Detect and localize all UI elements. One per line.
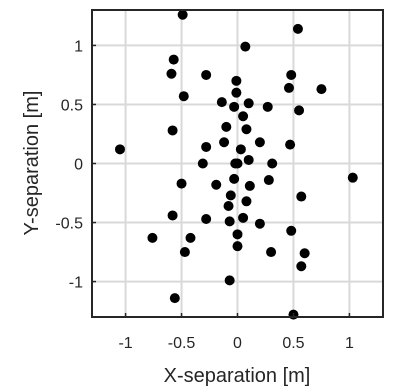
x-tick-label: -1	[118, 335, 132, 352]
data-point	[240, 41, 251, 52]
data-point	[231, 87, 242, 98]
data-point	[241, 124, 252, 135]
data-point	[283, 82, 294, 93]
data-point	[232, 158, 243, 169]
x-axis-label: X-separation [m]	[164, 365, 311, 387]
data-point	[243, 154, 254, 165]
data-point	[168, 54, 179, 65]
x-axis-ticks: -1 -0.5 0 0.5 1	[118, 313, 354, 352]
data-point	[241, 196, 252, 207]
y-tick-label: 1	[74, 38, 83, 55]
data-point	[197, 158, 208, 169]
data-point	[166, 68, 177, 79]
data-point	[176, 178, 187, 189]
data-point	[167, 125, 178, 136]
data-point	[238, 212, 249, 223]
data-point	[232, 241, 243, 252]
data-point	[299, 248, 310, 259]
data-point	[262, 101, 273, 112]
data-point	[231, 75, 242, 86]
y-tick-label: 0	[74, 157, 83, 174]
x-tick-label: 0.5	[282, 335, 304, 352]
data-point	[232, 229, 243, 240]
y-axis-label: Y-separation [m]	[21, 91, 43, 236]
data-point	[224, 216, 235, 227]
data-point	[238, 111, 249, 122]
data-point	[167, 210, 178, 221]
data-point	[263, 175, 274, 186]
data-point	[201, 213, 212, 224]
data-point	[292, 23, 303, 34]
data-point	[211, 179, 222, 190]
data-point	[296, 261, 307, 272]
data-point	[147, 232, 158, 243]
data-point	[294, 105, 305, 116]
data-point	[286, 225, 297, 236]
data-point	[229, 101, 240, 112]
x-tick-label: 0	[233, 335, 242, 352]
data-point	[201, 69, 212, 80]
data-point	[223, 201, 234, 212]
data-point	[219, 137, 230, 148]
data-point	[316, 84, 327, 95]
data-point	[296, 191, 307, 202]
data-point	[221, 121, 232, 132]
data-point	[235, 144, 246, 155]
y-tick-label: -1	[69, 275, 83, 292]
data-point	[114, 144, 125, 155]
data-point	[267, 158, 278, 169]
y-axis-ticks: -1 -0.5 0 0.5 1	[55, 38, 96, 292]
data-point	[201, 141, 212, 152]
data-point	[185, 232, 196, 243]
data-point	[285, 139, 296, 150]
data-point	[224, 275, 235, 286]
y-tick-label: 0.5	[61, 97, 83, 114]
data-point	[178, 91, 189, 102]
data-point	[254, 137, 265, 148]
x-tick-label: -0.5	[168, 335, 196, 352]
data-point	[169, 293, 180, 304]
x-tick-label: 1	[345, 335, 354, 352]
data-point	[254, 218, 265, 229]
data-point	[243, 98, 254, 109]
data-point	[179, 247, 190, 258]
data-point	[266, 247, 277, 258]
data-point	[225, 190, 236, 201]
data-point	[286, 69, 297, 80]
y-tick-label: -0.5	[55, 216, 83, 233]
data-point	[229, 173, 240, 184]
data-point	[177, 9, 188, 20]
data-points	[114, 9, 358, 320]
data-point	[244, 180, 255, 191]
data-point	[216, 97, 227, 108]
data-point	[347, 172, 358, 183]
